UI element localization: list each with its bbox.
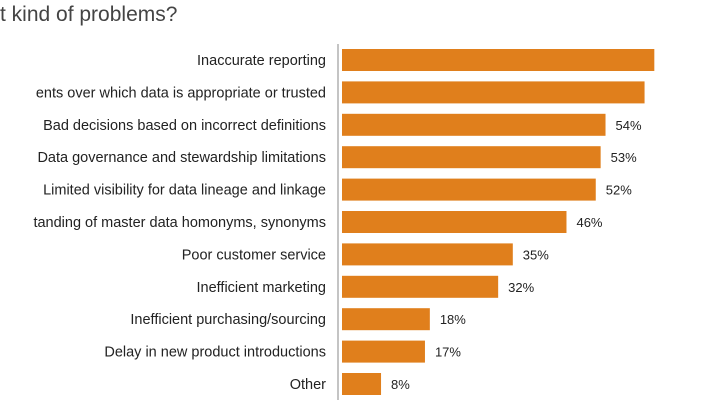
bar [342, 275, 499, 298]
value-label: 8% [391, 377, 410, 392]
category-label: Inefficient purchasing/sourcing [130, 312, 326, 328]
value-label: 17% [435, 345, 461, 360]
bar [342, 178, 596, 201]
bar [342, 243, 513, 266]
value-label: 32% [508, 280, 534, 295]
value-label: 35% [523, 247, 549, 262]
value-label: 53% [611, 150, 637, 165]
category-label: ents over which data is appropriate or t… [36, 85, 326, 101]
category-label: Delay in new product introductions [104, 345, 326, 361]
category-label: Data governance and stewardship limitati… [37, 150, 326, 166]
category-label: Inefficient marketing [197, 280, 327, 296]
chart-title: t kind of problems? [0, 3, 178, 26]
category-label: Other [290, 377, 326, 393]
category-label: Limited visibility for data lineage and … [43, 183, 326, 199]
category-label: Inaccurate reporting [197, 53, 326, 69]
value-label: 54% [616, 118, 642, 133]
value-label: 52% [606, 183, 632, 198]
bar [342, 146, 601, 169]
bar [342, 308, 430, 331]
category-label: Poor customer service [182, 247, 326, 263]
bar [342, 211, 567, 233]
bar [342, 113, 606, 136]
value-label: 18% [440, 312, 466, 327]
category-label: Bad decisions based on incorrect definit… [43, 118, 326, 134]
value-label: 46% [576, 215, 602, 230]
bar [342, 49, 655, 71]
category-label: tanding of master data homonyms, synonym… [33, 215, 326, 231]
bar [342, 373, 382, 395]
bar [342, 81, 645, 104]
bar [342, 340, 425, 363]
